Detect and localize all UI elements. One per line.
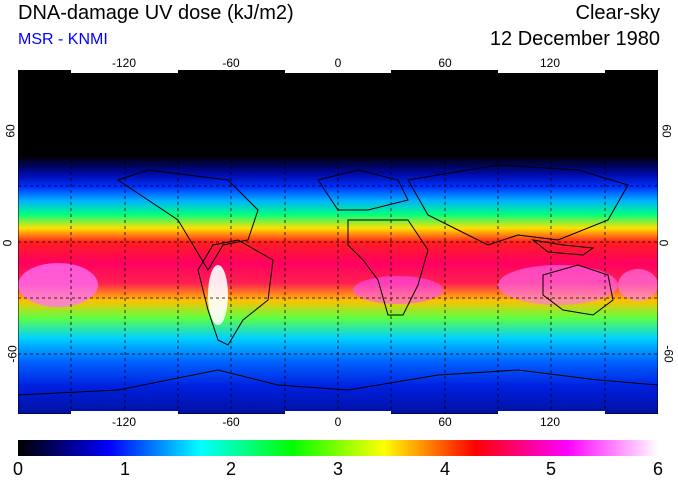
colorbar-label: 5 [545, 459, 557, 479]
map-title: DNA-damage UV dose (kJ/m2) [18, 2, 294, 24]
lat-tick-right: -60 [661, 345, 676, 363]
lon-tick-bottom: -60 [222, 415, 240, 429]
lon-tick-top: -60 [222, 56, 240, 70]
lat-tick-right: 60 [659, 124, 674, 138]
high-dose-patch [353, 276, 443, 304]
high-dose-patch [208, 265, 228, 325]
lon-tick-bottom: 0 [334, 415, 342, 429]
coastline-australia [542, 264, 614, 316]
lon-tick-top: 0 [334, 56, 342, 70]
map-frame [18, 70, 658, 414]
lat-tick-left: 60 [3, 124, 18, 138]
colorbar-label: 4 [439, 459, 451, 479]
lon-tick-bottom: -120 [111, 415, 137, 429]
colorbar-label: 3 [332, 459, 344, 479]
lon-tick-top: 60 [438, 56, 452, 70]
coastline-indonesia [531, 239, 595, 256]
high-dose-patch [618, 269, 658, 301]
colorbar-label: 1 [119, 459, 131, 479]
source-label: MSR - KNMI [18, 31, 108, 48]
colorbar-label: 2 [225, 459, 237, 479]
date-label: 12 December 1980 [489, 28, 660, 50]
high-dose-patch [18, 263, 98, 307]
lon-tick-bottom: 120 [539, 415, 561, 429]
colorbar-label: 6 [652, 459, 664, 479]
uv-dose-map [18, 70, 658, 414]
lon-tick-top: -120 [111, 56, 137, 70]
coastline-antarctica [18, 369, 658, 396]
graticule [18, 70, 658, 414]
coastline-south-america [197, 239, 274, 346]
sky-condition-label: Clear-sky [575, 2, 660, 24]
coastline-north-america [116, 169, 259, 271]
colorbar-label: 0 [12, 459, 24, 479]
coastline-africa [347, 219, 429, 316]
lat-tick-right: 0 [656, 239, 671, 247]
lon-tick-top: 120 [539, 56, 561, 70]
lat-tick-left: 0 [0, 239, 15, 247]
lon-tick-bottom: 60 [438, 415, 452, 429]
high-dose-patch [498, 265, 618, 305]
colorbar [18, 440, 658, 456]
